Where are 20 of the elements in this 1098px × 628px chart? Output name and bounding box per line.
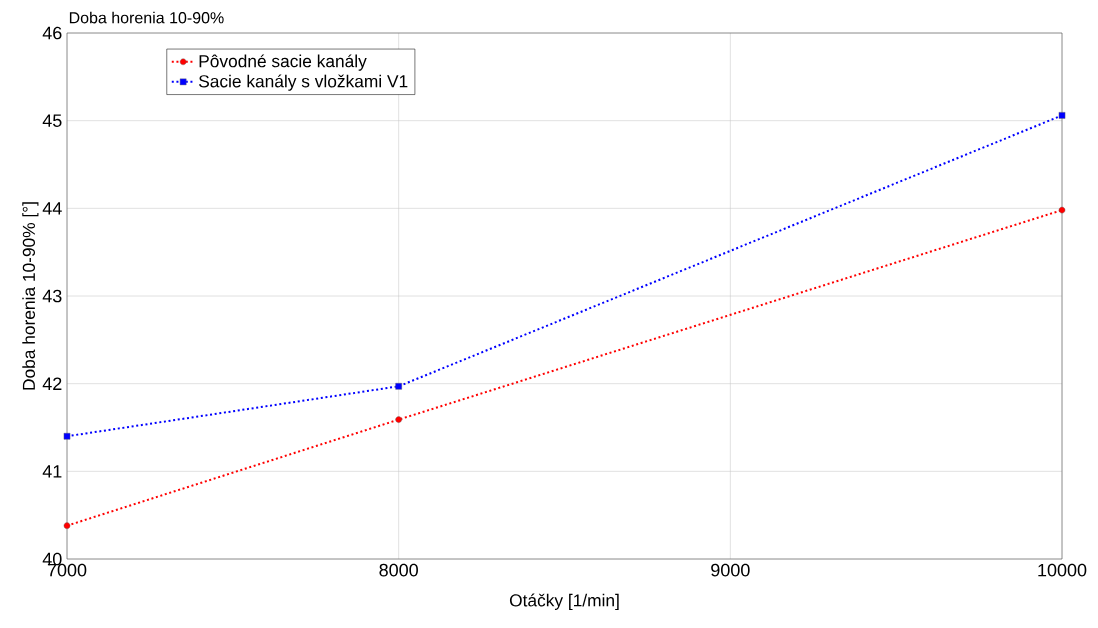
point xyxy=(1058,112,1066,119)
x-tick-label: 9000 xyxy=(711,563,750,577)
point xyxy=(395,383,402,390)
point xyxy=(63,522,71,529)
point xyxy=(395,416,402,423)
point xyxy=(63,433,71,440)
y-axis-title: Doba horenia 10-90% [°] xyxy=(22,202,39,390)
x-tick-label: 8000 xyxy=(379,563,418,577)
point xyxy=(1058,206,1066,214)
legend-label: Sacie kanály s vložkami V1 xyxy=(199,74,408,91)
y-tick-label: 45 xyxy=(42,114,62,127)
legend-label: Pôvodné sacie kanály xyxy=(199,54,367,71)
chart-title: Doba horenia 10-90% xyxy=(69,11,224,24)
x-axis-title: Otáčky [1/min] xyxy=(509,593,619,610)
y-tick-label: 42 xyxy=(42,377,62,390)
x-tick-label: 10000 xyxy=(1038,563,1087,577)
y-tick-label: 43 xyxy=(42,289,62,303)
y-tick-label: 44 xyxy=(42,202,62,215)
y-tick-label: 41 xyxy=(42,465,62,478)
y-tick-label: 46 xyxy=(42,26,62,40)
